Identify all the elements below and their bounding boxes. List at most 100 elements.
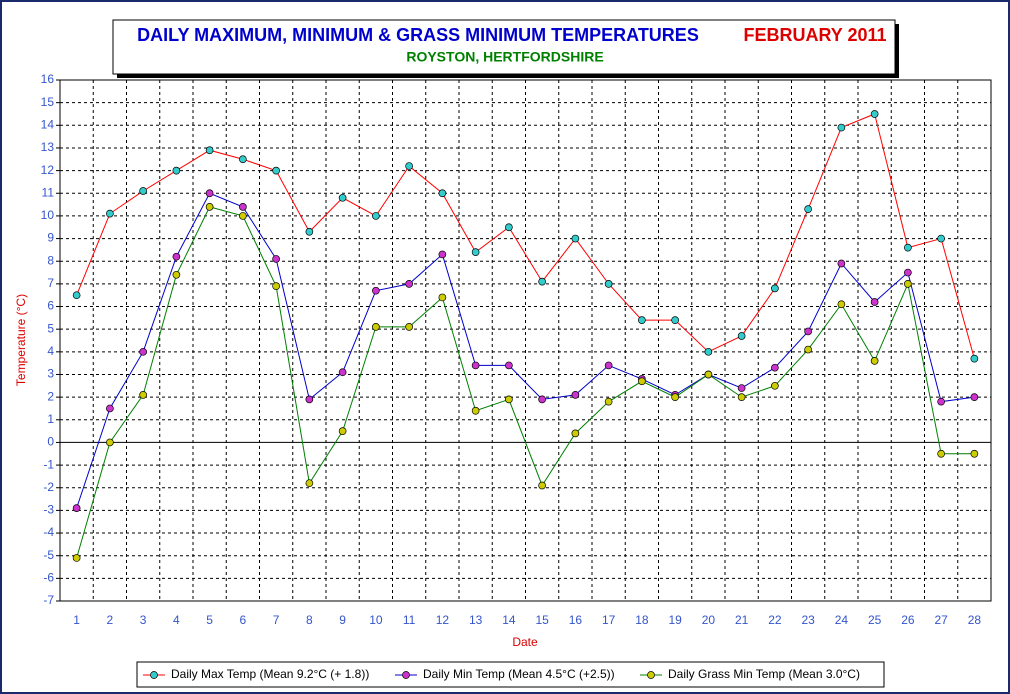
y-tick-label: -2 — [43, 480, 54, 494]
data-point — [305, 479, 314, 488]
legend — [136, 661, 885, 688]
data-point — [139, 187, 147, 195]
y-tick-label: -5 — [43, 548, 54, 562]
data-point — [505, 395, 513, 404]
data-point — [305, 395, 314, 404]
data-point — [338, 368, 347, 377]
data-point — [837, 300, 846, 309]
data-point — [272, 282, 280, 290]
data-point — [970, 354, 979, 363]
data-point — [870, 357, 879, 365]
x-tick-label: 19 — [668, 613, 682, 627]
data-point — [106, 209, 114, 218]
y-tick-label: 1 — [47, 412, 54, 426]
x-tick-label: 28 — [968, 613, 982, 627]
x-tick-label: 9 — [339, 613, 346, 627]
y-tick-label: 6 — [47, 299, 54, 313]
data-point — [272, 255, 280, 263]
data-point — [405, 280, 413, 288]
y-tick-label: 9 — [47, 231, 54, 245]
legend-label: Daily Max Temp (Mean 9.2°C (+ 1.8)) — [171, 667, 369, 681]
data-point — [904, 280, 912, 288]
x-tick-label: 5 — [206, 613, 213, 627]
data-point — [571, 429, 580, 438]
data-point — [604, 361, 613, 370]
legend-label: Daily Min Temp (Mean 4.5°C (+2.5)) — [423, 667, 615, 681]
legend-marker — [647, 671, 655, 679]
x-tick-label: 17 — [602, 613, 616, 627]
data-point — [305, 227, 314, 236]
data-point — [638, 316, 646, 324]
x-tick-label: 25 — [868, 613, 882, 627]
x-tick-label: 24 — [835, 613, 849, 627]
data-point — [804, 327, 812, 336]
data-point — [970, 449, 979, 458]
x-tick-label: 8 — [306, 613, 313, 627]
y-tick-label: 10 — [41, 208, 55, 222]
y-tick-label: 13 — [41, 140, 55, 154]
x-tick-label: 20 — [702, 613, 716, 627]
data-point — [737, 384, 746, 392]
data-point — [172, 252, 181, 261]
y-tick-label: -4 — [43, 525, 54, 539]
data-point — [904, 243, 912, 252]
data-point — [438, 293, 447, 302]
data-point — [139, 347, 147, 356]
data-point — [904, 268, 912, 277]
data-point — [72, 291, 81, 300]
data-point — [571, 391, 580, 399]
y-tick-label: 16 — [41, 72, 55, 86]
x-tick-label: 13 — [469, 613, 483, 627]
legend-label: Daily Grass Min Temp (Mean 3.0°C) — [668, 667, 860, 681]
y-tick-label: 4 — [47, 344, 54, 358]
data-point — [538, 395, 546, 404]
data-point — [671, 316, 679, 324]
x-tick-label: 22 — [768, 613, 782, 627]
x-tick-label: 6 — [240, 613, 247, 627]
data-point — [471, 406, 480, 415]
data-point — [239, 155, 247, 164]
x-tick-label: 21 — [735, 613, 749, 627]
data-point — [804, 345, 812, 354]
data-point — [804, 205, 812, 213]
data-point — [205, 189, 214, 198]
data-point — [471, 248, 480, 257]
x-tick-label: 26 — [901, 613, 915, 627]
x-tick-label: 10 — [369, 613, 383, 627]
x-tick-label: 4 — [173, 613, 180, 627]
x-tick-label: 12 — [436, 613, 450, 627]
y-tick-label: 14 — [41, 117, 55, 131]
data-point — [372, 323, 380, 331]
y-tick-label: -7 — [43, 593, 54, 607]
y-tick-label: 15 — [41, 95, 55, 109]
y-tick-label: 12 — [41, 163, 55, 177]
data-point — [172, 270, 181, 279]
data-point — [405, 323, 413, 331]
y-axis-label: Temperature (°C) — [14, 294, 28, 386]
data-point — [72, 504, 81, 512]
x-axis-label: Date — [512, 635, 538, 649]
x-tick-label: 23 — [801, 613, 815, 627]
data-point — [704, 347, 713, 356]
data-point — [937, 449, 945, 458]
data-point — [937, 397, 945, 406]
chart-title: DAILY MAXIMUM, MINIMUM & GRASS MINIMUM T… — [137, 25, 699, 45]
series-line — [76, 192, 975, 509]
x-tick-label: 1 — [73, 613, 80, 627]
data-point — [704, 370, 713, 379]
series-line — [76, 206, 975, 559]
x-tick-label: 16 — [569, 613, 583, 627]
data-point — [505, 361, 513, 370]
data-point — [870, 110, 879, 118]
y-tick-label: -3 — [43, 503, 54, 517]
legend-marker — [402, 671, 410, 679]
data-point — [372, 286, 380, 295]
y-tick-label: 3 — [47, 367, 54, 381]
x-tick-label: 3 — [140, 613, 147, 627]
data-point — [438, 189, 447, 198]
data-point — [538, 481, 546, 490]
y-tick-label: 2 — [47, 389, 54, 403]
data-point — [205, 146, 214, 155]
data-point — [638, 377, 646, 386]
y-tick-label: 11 — [42, 185, 55, 199]
